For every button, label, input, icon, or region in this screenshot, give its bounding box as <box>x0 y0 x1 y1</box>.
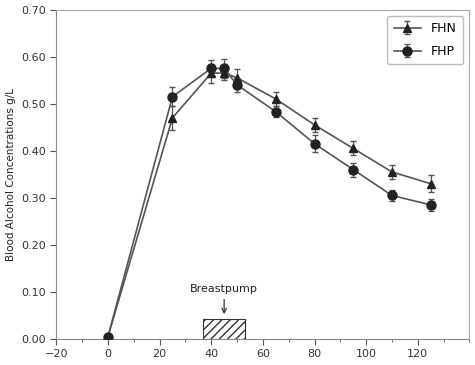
Legend: FHN, FHP: FHN, FHP <box>387 16 463 64</box>
Text: Breastpump: Breastpump <box>190 284 258 313</box>
Bar <box>203 319 245 339</box>
Y-axis label: Blood Alcohol Concentrations g/L: Blood Alcohol Concentrations g/L <box>6 88 16 261</box>
